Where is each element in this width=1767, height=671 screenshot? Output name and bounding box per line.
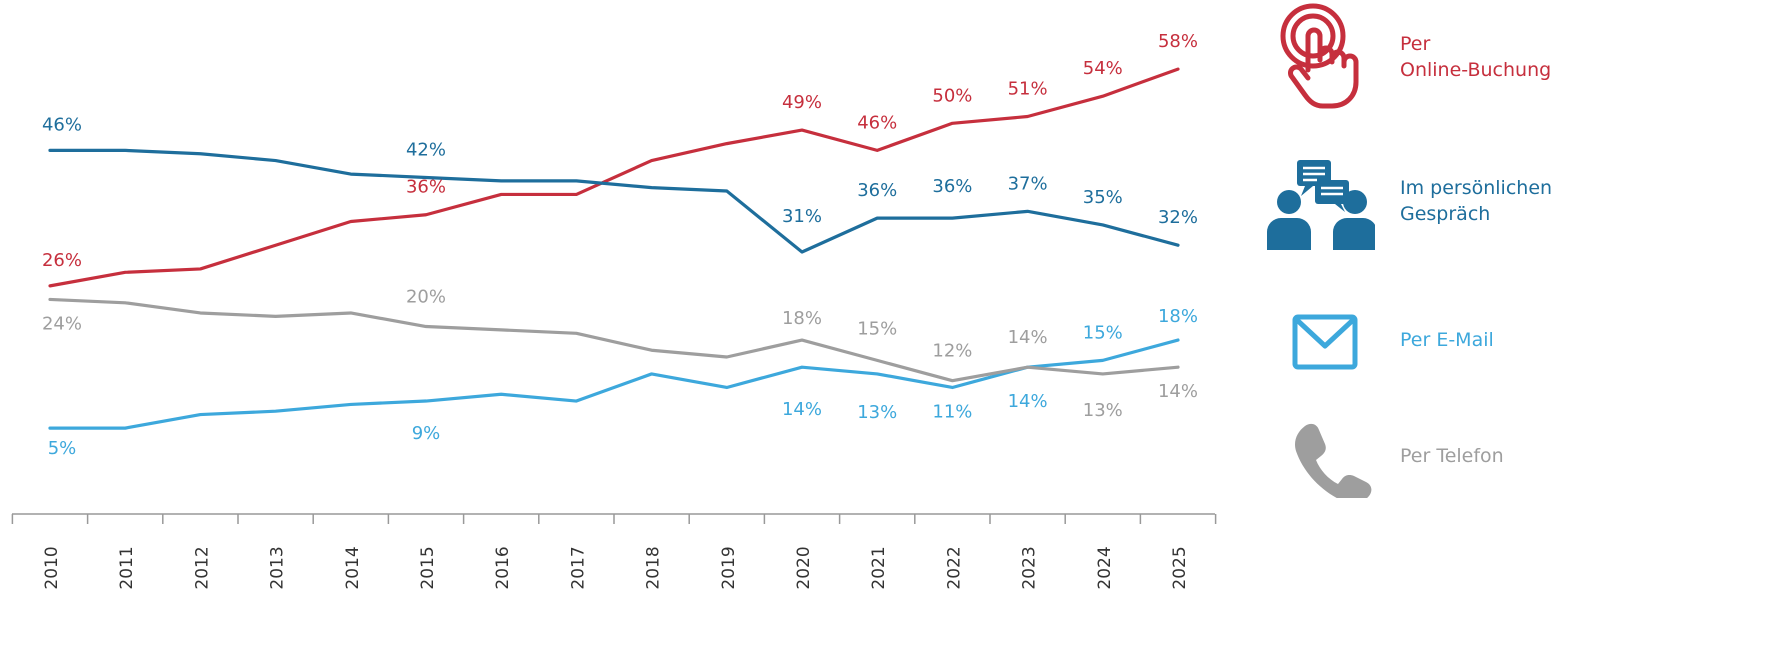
legend-entry-email: Per E-Mail	[1400, 328, 1494, 354]
data-label: 24%	[42, 313, 82, 334]
x-tick-label: 2017	[568, 546, 588, 589]
data-label: 42%	[406, 139, 446, 160]
data-label: 26%	[42, 250, 82, 271]
x-tick-label: 2021	[869, 546, 889, 589]
x-tick-label: 2018	[644, 546, 664, 589]
legend-label-line: Per Telefon	[1400, 445, 1504, 467]
legend-label-line: Gespräch	[1400, 202, 1491, 225]
x-tick-label: 2023	[1020, 546, 1040, 589]
data-label: 46%	[42, 114, 82, 135]
legend-label-line: Per E-Mail	[1400, 329, 1494, 351]
series-line	[48, 148, 1180, 254]
data-label: 13%	[1083, 400, 1123, 421]
data-label: 51%	[1008, 79, 1048, 100]
data-label: 20%	[406, 287, 446, 308]
data-label: 36%	[857, 180, 897, 201]
series-line	[48, 297, 1180, 383]
data-label: 14%	[782, 399, 822, 420]
series-lines	[48, 67, 1180, 430]
series-line	[48, 67, 1180, 288]
data-label: 36%	[932, 176, 972, 197]
x-tick-label: 2022	[944, 546, 964, 589]
x-tick-label: 2011	[117, 546, 137, 589]
x-tick-label: 2014	[343, 546, 363, 589]
legend-label-line: Per	[1400, 33, 1431, 55]
touch-hand-icon	[1280, 3, 1359, 109]
legend-label-line: Im persönlichen	[1400, 177, 1553, 199]
data-label: 12%	[932, 341, 972, 362]
x-tick-label: 2024	[1095, 546, 1115, 589]
x-tick-label: 2019	[719, 546, 739, 589]
data-label: 15%	[857, 318, 897, 339]
legend-entry-personal-conversation: Im persönlichen Gespräch	[1400, 176, 1552, 227]
data-label: 36%	[406, 177, 446, 198]
data-label: 14%	[1008, 391, 1048, 412]
legend-entry-phone: Per Telefon	[1400, 444, 1504, 470]
data-label: 31%	[782, 206, 822, 227]
data-label: 13%	[857, 402, 897, 423]
x-tick-label: 2010	[42, 546, 62, 589]
x-tick-label: 2025	[1170, 546, 1190, 589]
legend-entry-online-booking: Per Online-Buchung	[1400, 32, 1551, 83]
data-label: 35%	[1083, 187, 1123, 208]
data-label: 18%	[1158, 306, 1198, 327]
data-label: 37%	[1008, 173, 1048, 194]
data-label: 50%	[932, 85, 972, 106]
data-label: 49%	[782, 92, 822, 113]
x-tick-label: 2013	[268, 546, 288, 589]
data-label: 32%	[1158, 207, 1198, 228]
series-line	[48, 338, 1180, 430]
data-label: 11%	[932, 401, 972, 422]
data-label: 9%	[412, 423, 441, 444]
data-label: 15%	[1083, 322, 1123, 343]
data-label: 58%	[1158, 31, 1198, 52]
x-tick-label: 2012	[192, 546, 212, 589]
data-label: 14%	[1008, 327, 1048, 348]
data-label: 54%	[1083, 58, 1123, 79]
data-label: 5%	[48, 438, 77, 459]
x-tick-label: 2016	[493, 546, 513, 589]
x-tick-label: 2020	[794, 546, 814, 589]
phone-icon	[1295, 423, 1372, 498]
conversation-icon	[1267, 160, 1375, 250]
data-label: 18%	[782, 308, 822, 329]
data-labels: 26% 36% 49% 46% 50% 51% 54% 58% 46% 42% 31% 36% 36% 3…	[42, 31, 1198, 459]
legend-label-line: Online-Buchung	[1400, 58, 1552, 81]
x-axis: 2010 2011 2012 2013 2014 2015 2016 2017 2018 2019…	[11, 513, 1217, 590]
x-tick-label: 2015	[418, 546, 438, 589]
data-label: 46%	[857, 112, 897, 133]
envelope-icon	[1292, 314, 1358, 370]
data-label: 14%	[1158, 381, 1198, 402]
